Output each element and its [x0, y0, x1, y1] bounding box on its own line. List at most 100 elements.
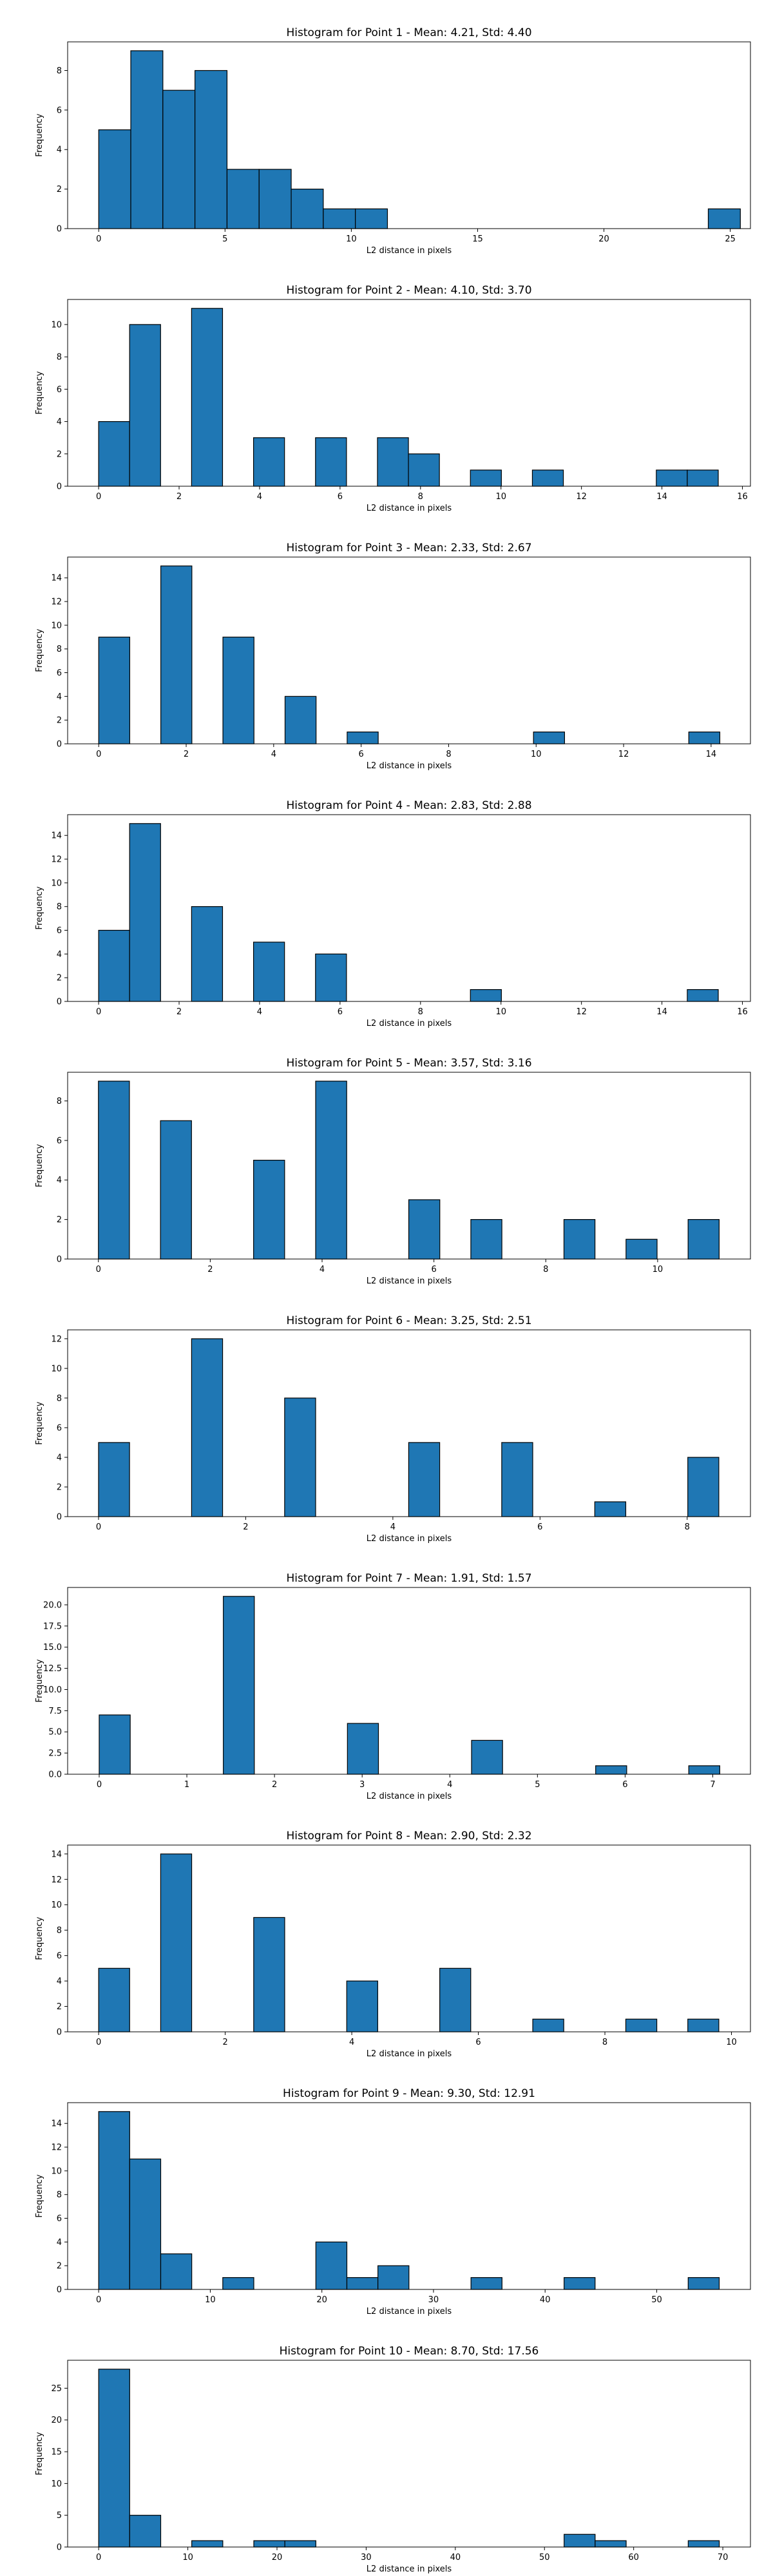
y-axis-label: Frequency	[35, 2174, 44, 2217]
x-axis-label: L2 distance in pixels	[367, 1534, 452, 1544]
x-tick-label: 14	[656, 492, 667, 502]
histogram-bar	[355, 208, 388, 229]
x-tick-label: 40	[540, 2295, 551, 2305]
x-tick-label: 6	[622, 1780, 627, 1790]
histogram-bar	[253, 1917, 285, 2032]
histogram-bar	[563, 1219, 596, 1260]
axes-frame	[67, 1072, 751, 1260]
x-tick-label: 0	[96, 492, 101, 502]
histogram-bar	[408, 1199, 441, 1260]
histogram-bar	[315, 437, 347, 487]
histogram-point-10: Histogram for Point 10 - Mean: 8.70, Std…	[0, 2318, 773, 2576]
chart-title: Histogram for Point 5 - Mean: 3.57, Std:…	[286, 1057, 531, 1070]
y-axis-label: Frequency	[35, 1917, 44, 1960]
histogram-bar	[191, 2540, 224, 2548]
histogram-bar	[408, 453, 440, 487]
y-tick-label: 4	[57, 1176, 62, 1186]
x-tick-label: 4	[349, 2038, 354, 2047]
x-tick-label: 25	[725, 234, 736, 244]
y-tick-label: 0	[57, 482, 62, 492]
x-tick-label: 30	[361, 2553, 372, 2562]
chart-title: Histogram for Point 2 - Mean: 4.10, Std:…	[286, 284, 531, 297]
y-tick-label: 2.5	[48, 1749, 62, 1759]
histogram-bar	[625, 2018, 658, 2032]
x-tick-label: 0	[96, 1265, 101, 1274]
y-tick-label: 6	[57, 385, 62, 395]
histogram-bar	[687, 1219, 720, 1260]
histogram-bar	[222, 636, 254, 744]
y-axis-label: Frequency	[35, 1401, 44, 1444]
x-tick-label: 0	[96, 2295, 101, 2305]
histogram-bar	[284, 1397, 316, 1517]
y-tick-label: 6	[57, 668, 62, 678]
y-tick-label: 8	[57, 2190, 62, 2200]
y-tick-label: 5	[57, 2511, 62, 2521]
histogram-point-9: Histogram for Point 9 - Mean: 9.30, Std:…	[0, 2061, 773, 2318]
y-tick-label: 4	[57, 146, 62, 155]
y-axis-label: Frequency	[35, 886, 44, 929]
histogram-bar	[258, 169, 292, 229]
y-tick-label: 0	[57, 1513, 62, 1522]
y-tick-label: 0	[57, 1255, 62, 1265]
histogram-bar	[129, 823, 161, 1002]
y-tick-label: 8	[57, 1926, 62, 1936]
x-tick-label: 14	[656, 1007, 667, 1017]
x-tick-label: 6	[338, 492, 343, 502]
histogram-bar	[191, 1338, 224, 1517]
histogram-bar	[291, 189, 324, 229]
x-tick-label: 2	[184, 750, 189, 759]
y-axis-label: Frequency	[35, 629, 44, 672]
axes-frame	[67, 299, 751, 487]
y-tick-label: 20.0	[43, 1600, 62, 1610]
axes-frame	[67, 1844, 751, 2032]
y-tick-label: 0	[57, 740, 62, 750]
x-tick-label: 10	[495, 492, 506, 502]
y-tick-label: 14	[51, 574, 62, 583]
histogram-bar	[226, 169, 260, 229]
histogram-bar	[346, 2277, 379, 2290]
histogram-bar	[531, 469, 564, 487]
y-axis-label: Frequency	[35, 1144, 44, 1187]
x-axis-label: L2 distance in pixels	[367, 504, 452, 513]
chart-title: Histogram for Point 6 - Mean: 3.25, Std:…	[286, 1314, 531, 1327]
histogram-bar	[253, 437, 285, 487]
y-tick-label: 12	[51, 2143, 62, 2153]
x-tick-label: 10	[653, 1265, 663, 1274]
y-tick-label: 20	[51, 2416, 62, 2425]
y-tick-label: 10	[51, 878, 62, 888]
histogram-svg: Histogram for Point 10 - Mean: 8.70, Std…	[35, 2345, 751, 2574]
histogram-bar	[98, 129, 131, 229]
y-axis-label: Frequency	[35, 1659, 44, 1702]
axes-frame	[67, 41, 751, 229]
y-tick-label: 6	[57, 2214, 62, 2224]
histogram-bar	[595, 1765, 627, 1775]
y-tick-label: 12	[51, 1875, 62, 1885]
histogram-bar	[470, 989, 502, 1002]
histogram-bar	[129, 324, 161, 487]
histogram-svg: Histogram for Point 8 - Mean: 2.90, Std:…	[35, 1830, 751, 2059]
histogram-bar	[315, 2241, 348, 2290]
bars	[98, 1338, 720, 1517]
chart-title: Histogram for Point 1 - Mean: 4.21, Std:…	[286, 26, 531, 39]
bars	[98, 308, 719, 487]
y-tick-label: 0	[57, 225, 62, 234]
y-tick-label: 14	[51, 1850, 62, 1859]
bars	[98, 50, 741, 229]
histogram-bar	[253, 942, 285, 1002]
histogram-point-2: Histogram for Point 2 - Mean: 4.10, Std:…	[0, 258, 773, 515]
histogram-bar	[98, 1967, 130, 2032]
histogram-point-8: Histogram for Point 8 - Mean: 2.90, Std:…	[0, 1803, 773, 2061]
x-axis-label: L2 distance in pixels	[367, 2564, 452, 2574]
chart-title: Histogram for Point 7 - Mean: 1.91, Std:…	[286, 1572, 531, 1585]
axes-frame	[67, 556, 751, 744]
x-tick-label: 10	[182, 2553, 193, 2562]
x-tick-label: 15	[472, 234, 483, 244]
histogram-bar	[98, 2369, 130, 2548]
y-tick-label: 14	[51, 831, 62, 841]
x-tick-label: 0	[96, 2038, 101, 2047]
histogram-bar	[501, 1442, 533, 1517]
x-tick-label: 14	[706, 750, 717, 759]
histogram-bar	[222, 2277, 254, 2290]
histogram-bar	[98, 421, 130, 487]
histogram-point-7: Histogram for Point 7 - Mean: 1.91, Std:…	[0, 1546, 773, 1803]
